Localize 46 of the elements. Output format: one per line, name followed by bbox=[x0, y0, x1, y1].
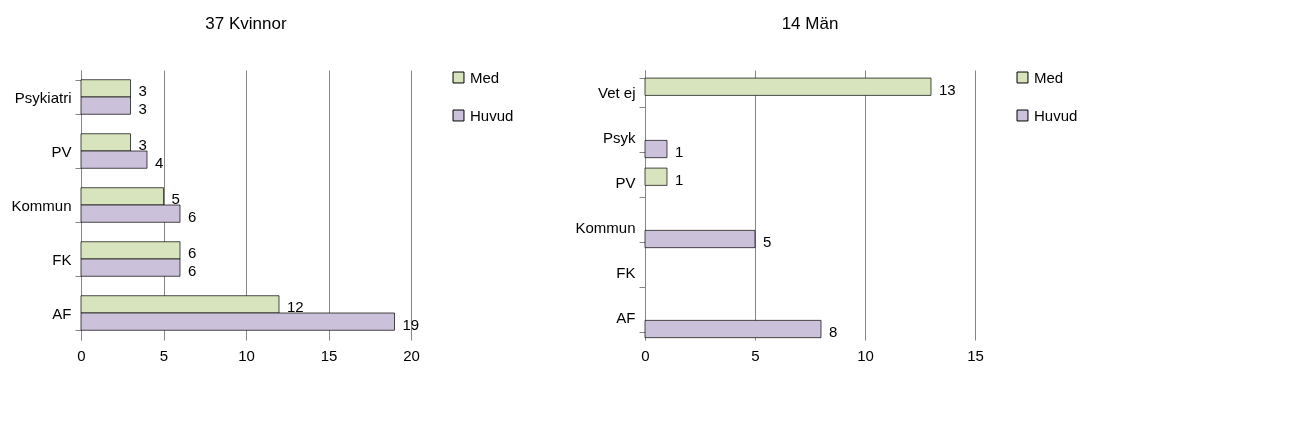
data-label: 4 bbox=[155, 153, 164, 171]
data-label: 3 bbox=[138, 136, 147, 154]
bar bbox=[644, 167, 668, 186]
data-label: 5 bbox=[171, 190, 180, 208]
bar bbox=[644, 140, 668, 159]
data-label: 6 bbox=[188, 261, 197, 279]
data-label: 12 bbox=[287, 298, 304, 316]
bar bbox=[644, 230, 756, 249]
data-label: 6 bbox=[188, 244, 197, 262]
data-label: 1 bbox=[675, 143, 684, 161]
data-label: 1 bbox=[675, 170, 684, 188]
y-tick-label: Psykiatri bbox=[14, 88, 72, 106]
y-tick-label: Vet ej bbox=[597, 84, 636, 101]
data-label: 8 bbox=[829, 323, 838, 341]
bar bbox=[644, 320, 822, 339]
chart-title: 37 Kvinnor bbox=[205, 14, 287, 33]
x-tick-label: 15 bbox=[320, 346, 338, 364]
legend-label: Huvud bbox=[1034, 106, 1078, 124]
x-tick-label: 5 bbox=[159, 346, 169, 364]
x-tick-label: 0 bbox=[77, 346, 86, 364]
y-tick-label: Kommun bbox=[575, 219, 636, 236]
y-tick-label: PV bbox=[51, 142, 72, 160]
legend-label: Med bbox=[1034, 68, 1064, 86]
y-tick-label: AF bbox=[616, 309, 636, 326]
x-tick-label: 10 bbox=[857, 346, 874, 364]
y-tick-label: AF bbox=[52, 304, 72, 322]
y-tick-label: PV bbox=[615, 174, 636, 191]
x-tick-label: 5 bbox=[751, 346, 760, 364]
y-tick-label: Kommun bbox=[11, 196, 72, 214]
y-tick-label: Psyk bbox=[602, 129, 636, 146]
y-tick-label: FK bbox=[52, 250, 72, 268]
x-tick-label: 20 bbox=[403, 346, 420, 364]
data-label: 3 bbox=[138, 99, 147, 117]
y-tick-label: FK bbox=[616, 264, 636, 281]
data-label: 6 bbox=[188, 207, 197, 225]
bar bbox=[644, 77, 932, 96]
data-label: 13 bbox=[939, 80, 956, 98]
x-tick-label: 0 bbox=[641, 346, 650, 364]
legend-label: Huvud bbox=[470, 106, 514, 124]
chart-title: 14 Män bbox=[781, 14, 839, 33]
data-label: 3 bbox=[138, 82, 147, 100]
x-tick-label: 15 bbox=[967, 346, 984, 364]
data-label: 19 bbox=[402, 315, 420, 333]
legend-label: Med bbox=[470, 68, 500, 86]
x-tick-label: 10 bbox=[238, 346, 255, 364]
data-label: 5 bbox=[763, 233, 772, 251]
